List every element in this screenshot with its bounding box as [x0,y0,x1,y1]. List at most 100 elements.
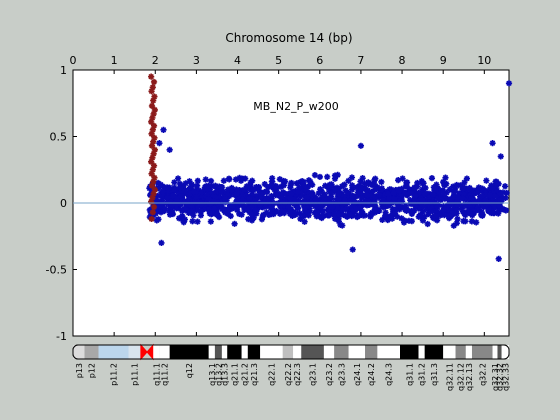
scatter-point [177,201,184,208]
scatter-point [356,204,363,211]
scatter-point [365,180,372,188]
scatter-point [464,196,472,203]
ideogram-band [84,345,99,359]
scatter-point [478,193,486,200]
scatter-point [456,190,463,197]
scatter-point [412,192,419,199]
scatter-point [488,184,496,192]
scatter-point [198,208,205,215]
ideogram-band-label: q21.3 [250,363,259,386]
scatter-point [412,203,419,210]
scatter-point [339,200,347,208]
scatter-point [497,190,505,197]
scatter-point [335,196,342,203]
ideogram-band-label: q24.3 [385,363,394,386]
ideogram-band [241,345,248,359]
scatter-point [392,210,399,217]
scatter-point [356,212,363,219]
scatter-point [189,218,196,225]
ideogram-band [471,345,493,359]
ideogram-band [323,345,335,359]
scatter-point [148,88,155,95]
scatter-point [234,206,241,214]
y-tick-label: -1 [56,330,67,343]
x-tick-label: 1 [111,54,118,67]
ideogram-band-label: p11.1 [131,363,140,386]
scatter-point [294,205,302,212]
scatter-point [221,196,228,203]
scatter-point [174,175,182,182]
scatter-point [294,189,301,196]
scatter-point [176,184,184,192]
scatter-point [181,216,189,223]
scatter-point [357,178,364,185]
scatter-point [236,174,243,181]
ideogram-band-labels: p13 p12 p11.2 p11.1 q11.1 q11.2 q12 q13.1q13.2q… [75,363,511,391]
scatter-point [202,176,209,183]
scatter-point [207,201,214,208]
scatter-point [395,188,403,195]
scatter-point [361,212,369,219]
scatter-point [226,193,233,200]
scatter-point [457,182,464,189]
scatter-point [240,203,247,210]
scatter-point [376,191,383,198]
scatter-point [493,185,500,192]
scatter-point [473,219,480,226]
scatter-point [316,173,324,181]
scatter-point [308,191,315,198]
x-axis-ticks: 0 1 2 3 4 5 6 7 8 9 10 [70,54,491,336]
scatter-point [387,212,394,220]
scatter-point [419,186,426,193]
scatter-point [453,210,460,217]
scatter-point [150,78,158,86]
ideogram-band-label: q22.1 [267,363,276,386]
scatter-point [325,208,332,215]
scatter-point [186,178,193,185]
scatter-point [149,154,156,161]
scatter-point [201,205,208,213]
scatter-point [497,197,504,204]
scatter-point [450,222,457,229]
scatter-point [441,212,448,219]
ideogram-border [72,344,510,360]
scatter-point [150,150,157,157]
scatter-point [398,185,405,192]
scatter-point [318,202,325,209]
scatter-point [345,177,352,184]
scatter-point [502,194,509,202]
scatter-point [460,191,467,198]
ideogram-centromere [140,343,154,361]
ideogram-band-label: q31.3 [430,363,439,386]
scatter-point [288,179,295,187]
scatter-point [223,190,230,198]
scatter-point [148,118,155,125]
scatter-point [358,194,365,202]
scatter-point [189,209,196,216]
scatter-point [430,191,437,198]
scatter-point [340,193,348,200]
scatter-point [151,146,158,153]
scatter-point [291,200,298,208]
scatter-point [353,205,360,213]
scatter-point [335,218,342,225]
scatter-point [320,193,327,200]
scatter-point [353,192,361,200]
scatter-point [151,106,158,113]
scatter-point [250,202,258,209]
scatter-point [443,189,450,196]
scatter-point [369,209,376,216]
scatter-point [386,194,393,201]
scatter-point [425,190,433,197]
scatter-point [154,179,162,187]
scatter-point [459,195,466,202]
scatter-point [357,190,364,197]
scatter-point [428,175,436,182]
scatter-point [364,197,372,204]
scatter-point [296,210,303,217]
scatter-point [440,192,447,199]
scatter-point [396,202,403,209]
scatter-point [482,197,489,204]
scatter-point [489,140,496,147]
scatter-point [210,198,217,205]
